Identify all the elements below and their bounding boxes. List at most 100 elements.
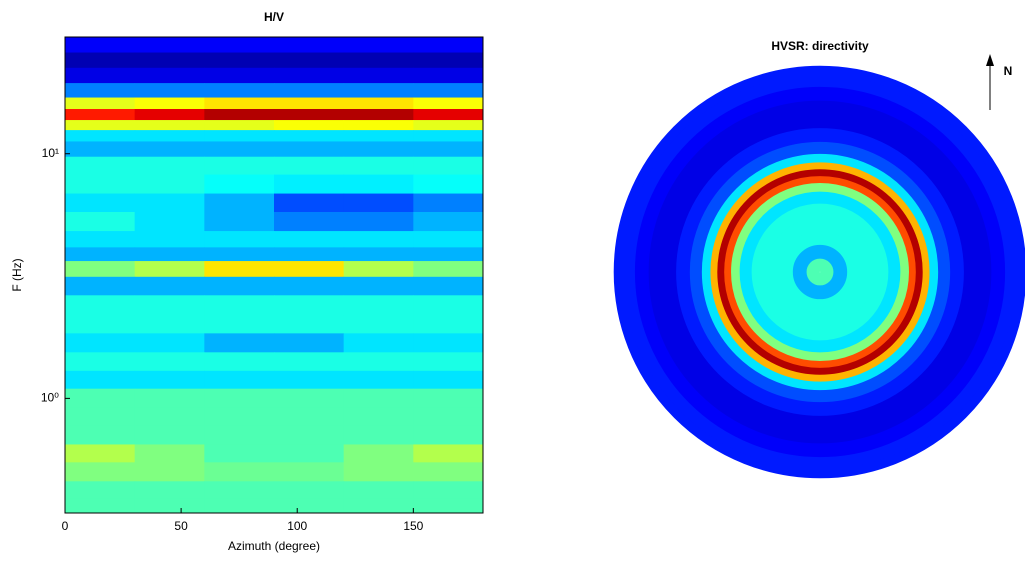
heatmap-cell (274, 425, 345, 445)
polar-ring (709, 161, 931, 383)
heatmap-cell (343, 37, 414, 54)
heatmap-cell (343, 261, 414, 278)
north-label: N (1004, 64, 1013, 78)
heatmap-cell (343, 109, 414, 121)
polar-ring (751, 203, 889, 341)
heatmap-cell (413, 261, 484, 278)
heatmap-cell (65, 212, 136, 232)
heatmap-cell (134, 193, 205, 213)
x-tick-label: 100 (287, 519, 307, 533)
heatmap-cell (343, 52, 414, 69)
heatmap-cell (204, 52, 275, 69)
heatmap-cell (413, 212, 484, 232)
heatmap-cell (134, 67, 205, 84)
heatmap-cell (204, 261, 275, 278)
heatmap-cell (65, 37, 136, 54)
heatmap-cell (204, 444, 275, 463)
heatmap-cell (274, 261, 345, 278)
heatmap-cell (65, 315, 136, 334)
heatmap-cell (65, 370, 136, 390)
x-axis-label: Azimuth (degree) (228, 539, 320, 553)
polar-ring (764, 216, 876, 328)
heatmap-cell (274, 370, 345, 390)
heatmap-cell (343, 370, 414, 390)
heatmap-cell (343, 141, 414, 158)
heatmap-cell (343, 212, 414, 232)
heatmap-cell (413, 120, 484, 131)
heatmap-cell (65, 425, 136, 445)
heatmap-cell (134, 333, 205, 353)
heatmap-cell (134, 425, 205, 445)
heatmap-cell (413, 247, 484, 262)
heatmap-cell (204, 37, 275, 54)
heatmap-cell (134, 462, 205, 482)
polar-ring (661, 113, 979, 431)
heatmap-cell (343, 352, 414, 372)
heatmap-cell (204, 120, 275, 131)
heatmap-cell (274, 52, 345, 69)
heatmap-cell (274, 83, 345, 99)
y-tick-label: 10⁰ (41, 391, 59, 405)
polar-ring (689, 141, 951, 403)
heatmap-cell (274, 174, 345, 195)
heatmap-cell (204, 83, 275, 99)
heatmap-cell (343, 295, 414, 316)
heatmap-cell (65, 333, 136, 353)
heatmap-cell (65, 130, 136, 142)
heatmap-cell (134, 261, 205, 278)
heatmap-cell (65, 247, 136, 262)
heatmap-cell (204, 67, 275, 84)
heatmap-cell (343, 156, 414, 176)
heatmap-cell (204, 193, 275, 213)
heatmap-cell (413, 97, 484, 110)
heatmap-cell (343, 130, 414, 142)
heatmap-cell (343, 193, 414, 213)
heatmap-cell (343, 425, 414, 445)
polar-ring (805, 257, 835, 287)
x-tick-label: 150 (403, 519, 423, 533)
heatmap-cell (134, 156, 205, 176)
polar-ring (730, 182, 910, 362)
heatmap-cell (134, 120, 205, 131)
heatmap-cell (413, 425, 484, 445)
heatmap-cell (343, 120, 414, 131)
polar-ring (622, 74, 1018, 470)
heatmap-cell (274, 109, 345, 121)
heatmap-cell (274, 212, 345, 232)
heatmap-cell (134, 52, 205, 69)
heatmap-cell (134, 247, 205, 262)
heatmap-cell (65, 83, 136, 99)
heatmap-cell (65, 407, 136, 427)
heatmap-cell (413, 295, 484, 316)
chart-title: HVSR: directivity (771, 39, 869, 53)
x-tick-label: 50 (174, 519, 188, 533)
heatmap-cell (343, 97, 414, 110)
heatmap-cell (65, 295, 136, 316)
heatmap-cell (274, 141, 345, 158)
heatmap-cell (413, 352, 484, 372)
heatmap-cell (65, 193, 136, 213)
heatmap-cell (274, 97, 345, 110)
heatmap-cell (204, 130, 275, 142)
heatmap-cell (343, 388, 414, 408)
heatmap-cell (274, 156, 345, 176)
heatmap-cell (413, 276, 484, 296)
heatmap-cell (274, 388, 345, 408)
heatmap-cell (65, 352, 136, 372)
heatmap-cell (204, 174, 275, 195)
polar-ring (723, 175, 917, 369)
chart-title: H/V (264, 10, 284, 24)
heatmap-cell (204, 295, 275, 316)
heatmap-cell (413, 109, 484, 121)
heatmap-cell (413, 481, 484, 500)
heatmap-cell (413, 193, 484, 213)
heatmap-cell (343, 174, 414, 195)
heatmap-cell (134, 212, 205, 232)
heatmap-cell (134, 370, 205, 390)
heatmap-cell (204, 481, 275, 500)
heatmap-cell (343, 247, 414, 262)
heatmap-cell (134, 444, 205, 463)
heatmap-cell (274, 37, 345, 54)
heatmap-cell (65, 109, 136, 121)
heatmap-cell (65, 97, 136, 110)
